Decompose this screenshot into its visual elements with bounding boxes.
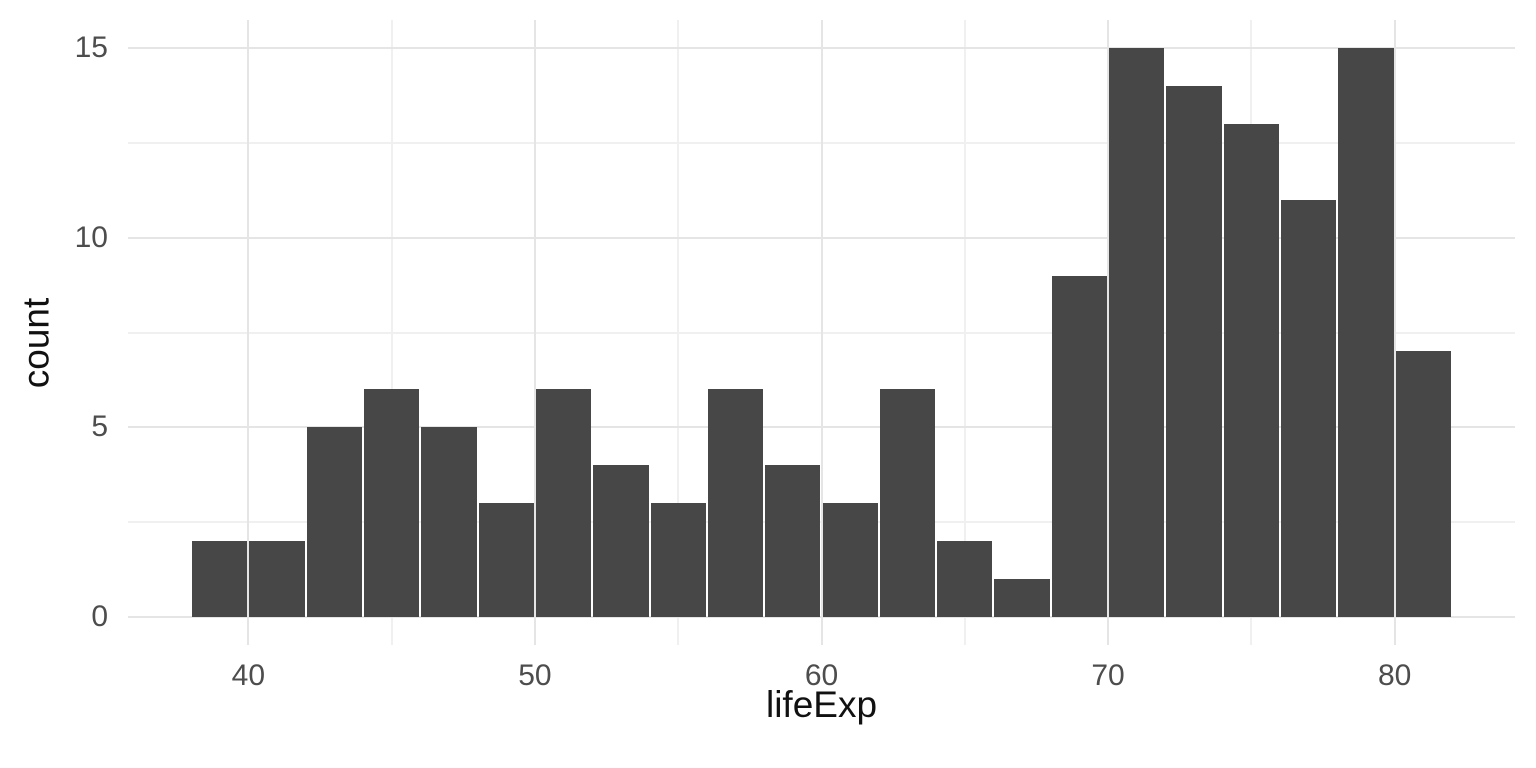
histogram-bar <box>363 389 420 617</box>
histogram-bar <box>1109 48 1165 617</box>
histogram-bar <box>593 465 649 617</box>
y-tick-label: 15 <box>74 31 108 65</box>
y-tick-label: 5 <box>91 410 108 444</box>
histogram-bar <box>650 502 706 617</box>
histogram-bar <box>994 578 1050 617</box>
histogram-bar <box>1223 124 1279 617</box>
x-major-gridline <box>1107 20 1110 645</box>
histogram-bar <box>306 427 362 617</box>
histogram-bar <box>249 540 305 617</box>
x-tick-label: 70 <box>1091 659 1125 692</box>
x-minor-gridline <box>963 20 966 645</box>
x-axis-title: lifeExp <box>765 684 878 725</box>
x-minor-gridline <box>677 20 680 645</box>
y-tick-label: 0 <box>91 599 108 633</box>
histogram-bar <box>707 389 764 617</box>
histogram-bar <box>1051 275 1108 617</box>
y-axis-title: count <box>15 297 57 388</box>
histogram-bar <box>937 540 993 617</box>
histogram-bar <box>1395 351 1451 617</box>
x-minor-gridline <box>390 20 393 645</box>
histogram-bar <box>1166 86 1222 617</box>
y-tick-label: 10 <box>74 220 108 254</box>
histogram-bar <box>192 540 248 617</box>
x-major-gridline <box>247 20 250 645</box>
x-major-gridline <box>1393 20 1396 645</box>
x-major-gridline <box>820 20 823 645</box>
histogram-bar <box>1338 48 1394 617</box>
x-tick-label: 50 <box>518 659 552 692</box>
x-tick-label: 80 <box>1377 659 1412 692</box>
histogram-bar <box>765 465 821 617</box>
plot-panel <box>128 20 1515 645</box>
histogram-bar <box>822 502 878 617</box>
x-tick-label: 60 <box>804 659 839 692</box>
histogram-bar <box>535 389 592 617</box>
histogram-bar <box>879 389 936 617</box>
x-major-gridline <box>533 20 536 645</box>
histogram-bar <box>421 427 477 617</box>
histogram-bar <box>478 502 534 617</box>
histogram-bar <box>1281 199 1337 617</box>
x-tick-label: 40 <box>231 659 266 692</box>
